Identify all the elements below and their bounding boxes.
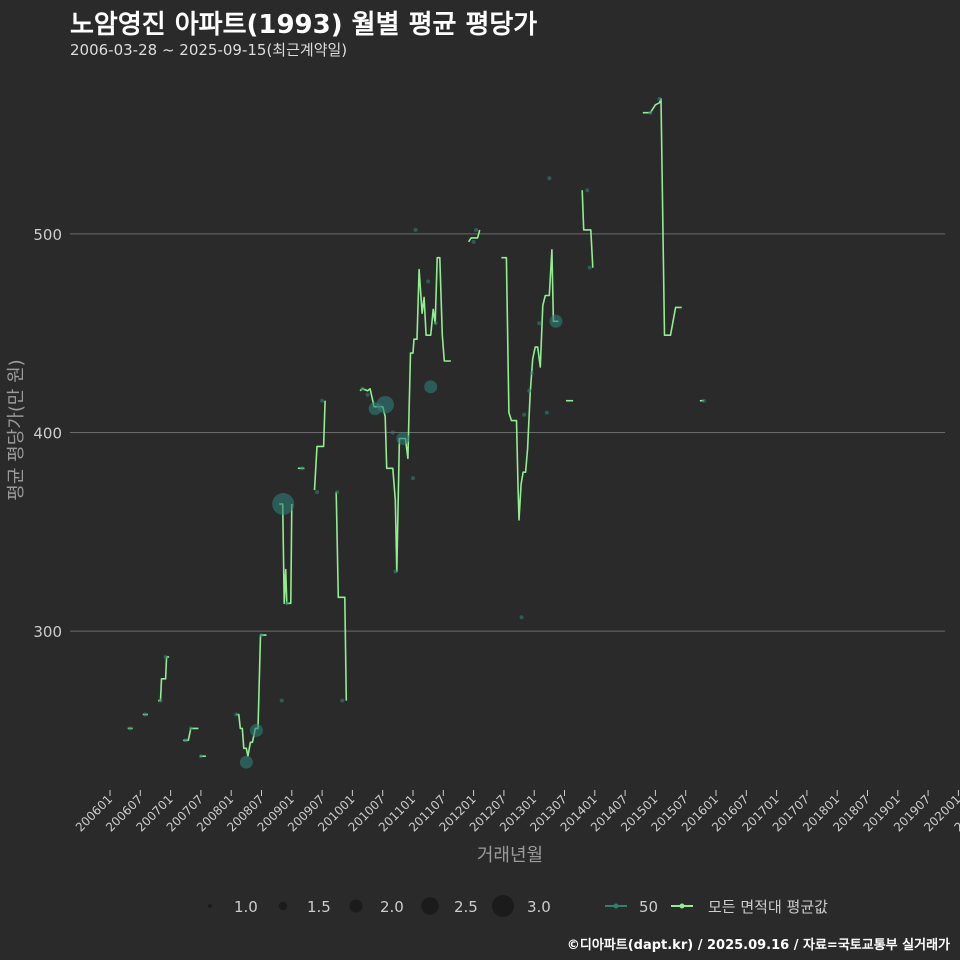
legend-label-average: 모든 면적대 평균값 (708, 898, 828, 916)
legend-size-key (421, 897, 439, 915)
scatter-point (411, 476, 415, 481)
legend-size-key (278, 901, 288, 911)
scatter-point (390, 430, 395, 435)
series-line-segment (313, 400, 326, 491)
y-axis-label: 평균 평당가(만 원) (6, 359, 27, 500)
y-axis-tick-labels: 300 400 500 (33, 226, 62, 641)
scatter-point (365, 392, 370, 397)
scatter-point (547, 176, 552, 181)
scatter-point (249, 723, 263, 737)
legend-size-key (349, 899, 363, 913)
series-line-segment (467, 229, 481, 243)
scatter-point (527, 388, 532, 393)
scatter-point (284, 601, 289, 606)
scatter-point (522, 412, 527, 417)
legend-size-label: 3.0 (527, 898, 551, 916)
scatter-point (424, 380, 438, 394)
scatter-point (657, 96, 662, 101)
scatter-point (259, 633, 264, 638)
scatter-point (279, 698, 284, 703)
scatter-point (474, 227, 479, 232)
scatter-point (158, 698, 163, 703)
scatter-point (544, 410, 549, 415)
chart-subtitle: 2006-03-28 ~ 2025-09-15(최근계약일) (70, 41, 348, 59)
scatter-point (396, 431, 410, 445)
scatter-point (471, 239, 476, 244)
series-line-segment (158, 656, 170, 702)
legend-label-50: 50 (639, 898, 658, 916)
scatter-point (393, 569, 398, 574)
source-credit: ©디아파트(dapt.kr) / 2025.09.16 / 자료=국토교통부 실… (566, 938, 950, 953)
scatter-point (239, 755, 253, 769)
scatter-point (360, 386, 365, 391)
scatter-point (163, 654, 168, 659)
y-tick-label: 300 (33, 623, 62, 641)
legend-key-average-dot (679, 903, 685, 909)
scatter-point (376, 395, 394, 414)
scatter-point (188, 726, 193, 731)
series-line-segment (335, 492, 348, 701)
scatter-point (299, 466, 304, 471)
scatter-point (701, 398, 706, 403)
price-lines (127, 98, 704, 757)
scatter-point (585, 188, 590, 193)
scatter-point (143, 712, 148, 717)
scatter-point (529, 370, 534, 375)
legend-size-label: 2.0 (380, 898, 404, 916)
scatter-point (426, 279, 431, 284)
legend: 1.0 1.5 2.0 2.5 3.0 50 모든 면적대 평균값 (208, 895, 828, 917)
scatter-point (519, 615, 524, 620)
series-line-segment (279, 503, 293, 605)
scatter-point (272, 493, 295, 515)
legend-size-label: 1.5 (307, 898, 331, 916)
scatter-point (413, 227, 418, 232)
scatter-point (128, 726, 133, 731)
scatter-point (198, 754, 203, 759)
scatter-points (128, 96, 706, 769)
x-axis-ticks: 2006012006072007012007072008012008072009… (73, 790, 960, 835)
legend-size-key (492, 895, 514, 917)
series-line-segment (236, 634, 267, 757)
y-tick-label: 500 (33, 226, 62, 244)
scatter-point (320, 398, 325, 403)
legend-size-key (208, 904, 212, 908)
scatter-point (537, 321, 542, 326)
y-tick-label: 400 (33, 425, 62, 443)
legend-size-label: 2.5 (454, 898, 478, 916)
legend-key-50-dot (613, 903, 619, 909)
scatter-point (587, 265, 592, 270)
scatter-point (315, 490, 320, 495)
chart-title: 노암영진 아파트(1993) 월별 평균 평당가 (70, 10, 538, 40)
series-line-segment (581, 190, 594, 268)
series-line-segment (642, 98, 682, 336)
scatter-point (183, 738, 188, 743)
scatter-point (335, 490, 340, 495)
scatter-point (340, 698, 345, 703)
scatter-point (549, 314, 563, 328)
series-line-segment (501, 249, 559, 521)
scatter-point (234, 712, 239, 717)
scatter-point (648, 110, 653, 115)
scatter-point (433, 321, 438, 326)
x-axis-label: 거래년월 (477, 845, 543, 866)
legend-size-label: 1.0 (234, 898, 258, 916)
gridlines (70, 233, 945, 632)
